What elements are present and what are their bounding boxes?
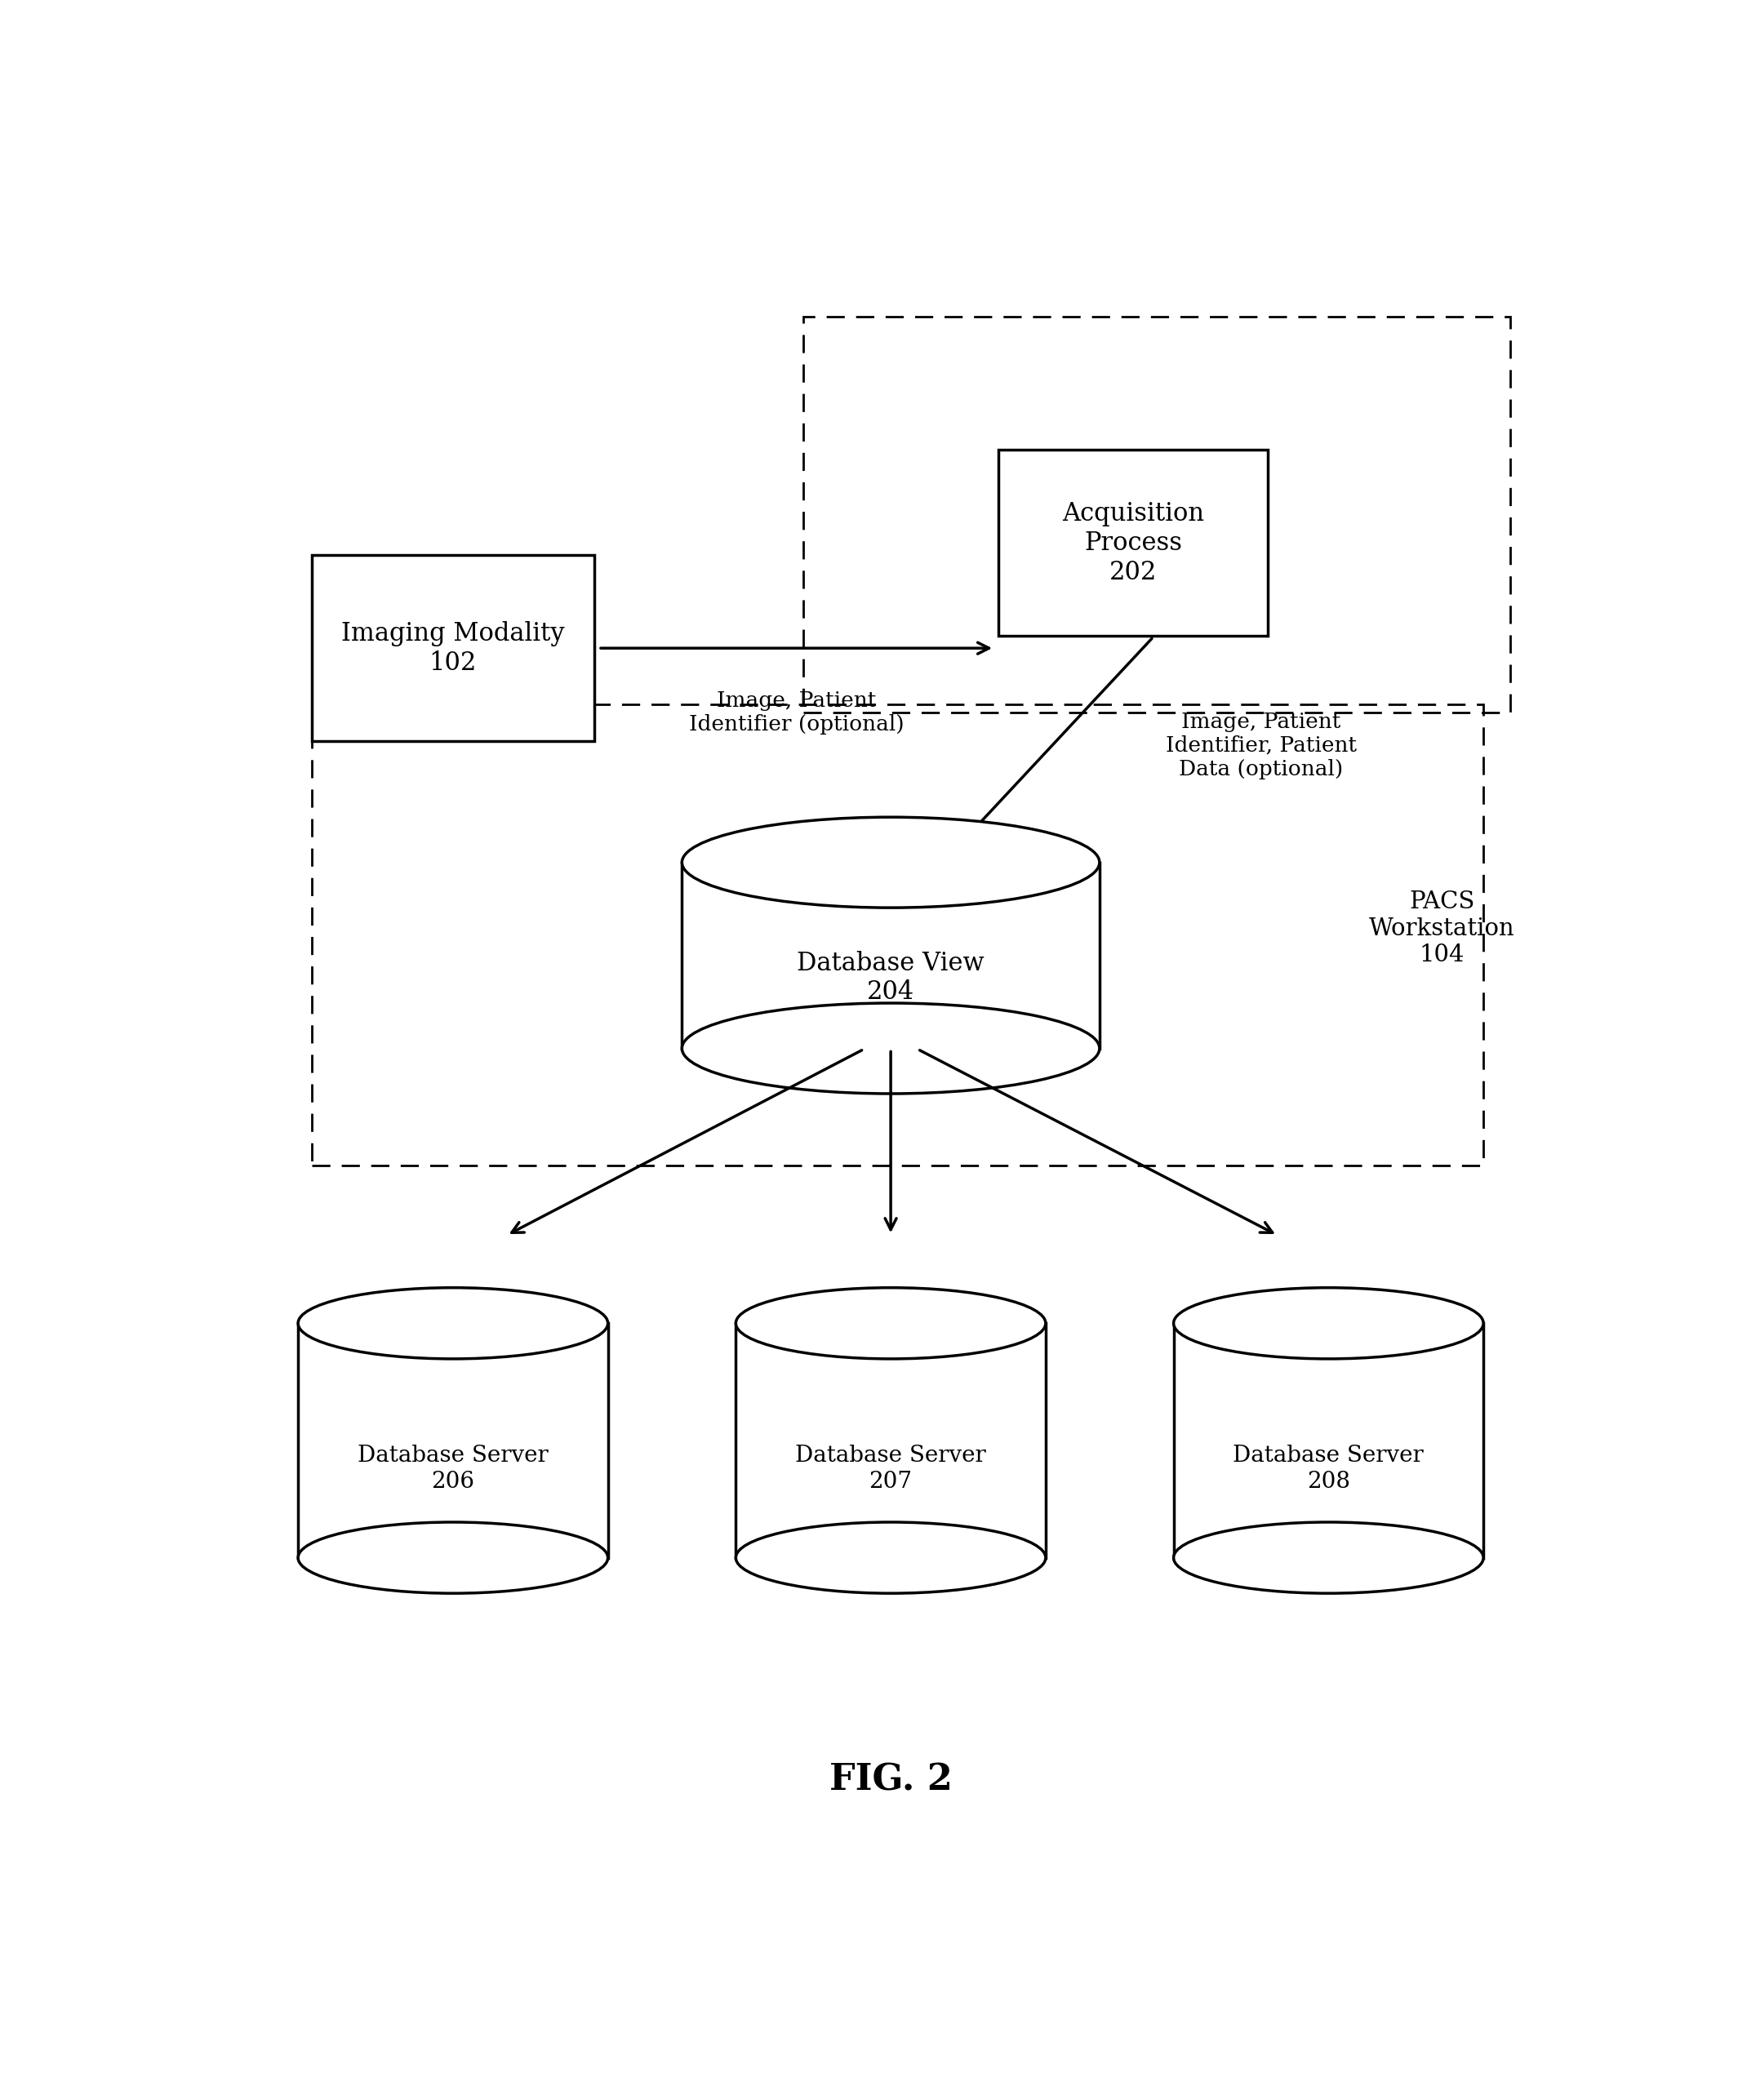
Ellipse shape bbox=[299, 1522, 608, 1594]
Text: Database Server
207: Database Server 207 bbox=[796, 1445, 985, 1493]
Bar bbox=[311, 554, 594, 741]
Bar bbox=[681, 863, 1100, 1048]
Ellipse shape bbox=[735, 1522, 1046, 1594]
Text: Database View
204: Database View 204 bbox=[798, 951, 984, 1006]
Text: FIG. 2: FIG. 2 bbox=[829, 1762, 952, 1798]
Text: PACS
Workstation
104: PACS Workstation 104 bbox=[1370, 890, 1516, 966]
Bar bbox=[999, 449, 1269, 636]
Ellipse shape bbox=[1173, 1522, 1484, 1594]
Bar bbox=[299, 1323, 608, 1558]
Ellipse shape bbox=[735, 1287, 1046, 1359]
Text: Database Server
206: Database Server 206 bbox=[358, 1445, 549, 1493]
Ellipse shape bbox=[681, 1004, 1100, 1094]
Text: Acquisition
Process
202: Acquisition Process 202 bbox=[1062, 502, 1204, 586]
Text: Image, Patient
Identifier (optional): Image, Patient Identifier (optional) bbox=[688, 691, 904, 735]
Bar bbox=[1173, 1323, 1484, 1558]
Ellipse shape bbox=[299, 1287, 608, 1359]
Bar bbox=[735, 1323, 1046, 1558]
Text: Imaging Modality
102: Imaging Modality 102 bbox=[341, 622, 565, 676]
Bar bbox=[311, 706, 1484, 1166]
Ellipse shape bbox=[1173, 1287, 1484, 1359]
Bar bbox=[803, 317, 1510, 712]
Text: Image, Patient
Identifier, Patient
Data (optional): Image, Patient Identifier, Patient Data … bbox=[1166, 712, 1357, 779]
Ellipse shape bbox=[681, 817, 1100, 907]
Text: Database Server
208: Database Server 208 bbox=[1232, 1445, 1423, 1493]
